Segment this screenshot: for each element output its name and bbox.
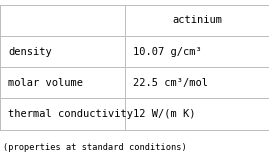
Text: molar volume: molar volume <box>8 78 83 88</box>
Text: (properties at standard conditions): (properties at standard conditions) <box>3 143 186 152</box>
Text: 12 W/(m K): 12 W/(m K) <box>133 109 196 119</box>
Text: actinium: actinium <box>172 15 222 25</box>
Text: 10.07 g/cm³: 10.07 g/cm³ <box>133 47 202 57</box>
Text: thermal conductivity: thermal conductivity <box>8 109 133 119</box>
Text: density: density <box>8 47 52 57</box>
Text: 22.5 cm³/mol: 22.5 cm³/mol <box>133 78 208 88</box>
